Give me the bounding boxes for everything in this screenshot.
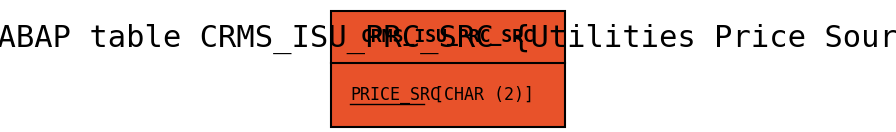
Text: SAP ABAP table CRMS_ISU_PRC_SRC {Utilities Price Sources}: SAP ABAP table CRMS_ISU_PRC_SRC {Utiliti… (0, 24, 896, 54)
FancyBboxPatch shape (332, 11, 564, 127)
Text: PRICE_SRC: PRICE_SRC (350, 86, 440, 104)
Text: [CHAR (2)]: [CHAR (2)] (424, 86, 533, 104)
Text: CRMS_ISU_PRC_SRC: CRMS_ISU_PRC_SRC (361, 28, 535, 46)
